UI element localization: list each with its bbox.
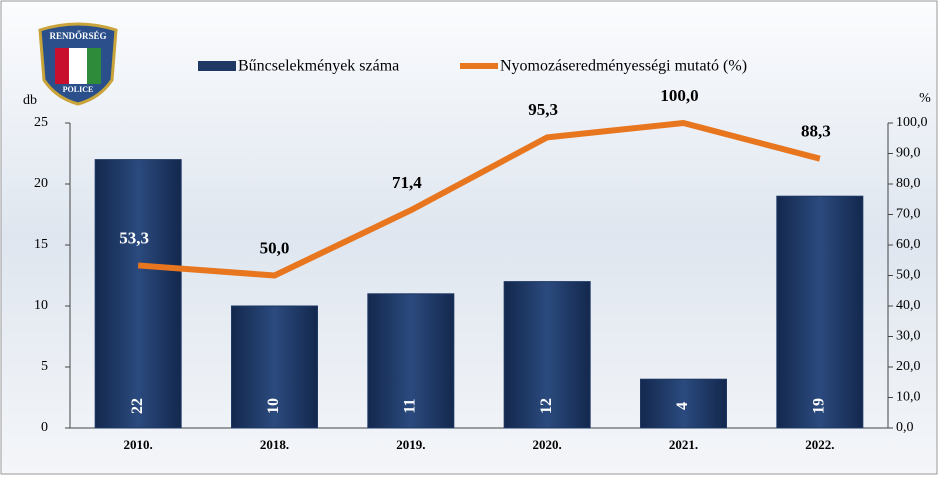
x-tick-label: 2018.: [260, 437, 289, 452]
line-value-label: 95,3: [528, 100, 558, 119]
legend-label: Nyomozáseredményességi mutató (%): [500, 58, 747, 75]
y2-tick-label: 50,0: [896, 268, 921, 283]
bar-value-label: 10: [265, 398, 282, 414]
line-value-label: 88,3: [801, 122, 831, 141]
line-value-label: 100,0: [660, 86, 698, 105]
bar-value-label: 12: [538, 398, 555, 414]
y2-tick-label: 70,0: [896, 207, 921, 222]
logo-text: RENDŐRSÉG: [49, 31, 106, 41]
y-tick-label: 20: [34, 176, 48, 191]
x-tick-label: 2020.: [533, 437, 562, 452]
line-value-label: 53,3: [119, 228, 149, 247]
x-tick-label: 2010.: [124, 437, 153, 452]
line-value-label: 71,4: [392, 173, 422, 192]
logo-text: POLICE: [63, 85, 94, 94]
legend-swatch: [198, 61, 236, 71]
bar: [95, 160, 181, 428]
y-tick-label: 10: [34, 298, 48, 313]
chart: RENDŐRSÉG POLICE db % 0 5 10 15 20 25 0,0 10,0 2…: [0, 0, 938, 475]
y2-tick-label: 10,0: [896, 390, 921, 405]
x-tick-label: 2022.: [805, 437, 834, 452]
y2-tick-label: 40,0: [896, 298, 921, 313]
y2-tick-label: 60,0: [896, 237, 921, 252]
legend-label: Bűncselekmények száma: [238, 58, 399, 75]
y2-tick-label: 90,0: [896, 146, 921, 161]
logo-stripe: [69, 48, 87, 84]
bar-value-label: 22: [129, 398, 146, 414]
y2-tick-label: 0,0: [896, 420, 914, 435]
y2-tick-label: 100,0: [896, 115, 928, 130]
y-tick-label: 5: [41, 359, 48, 374]
logo-stripe: [55, 48, 69, 84]
bar: [777, 196, 863, 428]
y2-axis-label: %: [919, 91, 931, 106]
y2-tick-label: 30,0: [896, 329, 921, 344]
bar-value-label: 4: [674, 402, 691, 410]
x-tick-label: 2021.: [669, 437, 698, 452]
y-tick-label: 25: [34, 115, 48, 130]
line-value-label: 50,0: [260, 238, 290, 257]
y-tick-label: 0: [41, 420, 48, 435]
logo-stripe: [87, 48, 101, 84]
y-axis-label: db: [23, 93, 37, 108]
bar-value-label: 19: [811, 398, 828, 414]
page: RENDŐRSÉG POLICE db % 0 5 10 15 20 25 0,0 10,0 2…: [0, 0, 938, 480]
y2-tick-label: 80,0: [896, 176, 921, 191]
x-tick-label: 2019.: [396, 437, 425, 452]
y-tick-label: 15: [34, 237, 48, 252]
bar-value-label: 11: [402, 398, 419, 413]
y2-tick-label: 20,0: [896, 359, 921, 374]
